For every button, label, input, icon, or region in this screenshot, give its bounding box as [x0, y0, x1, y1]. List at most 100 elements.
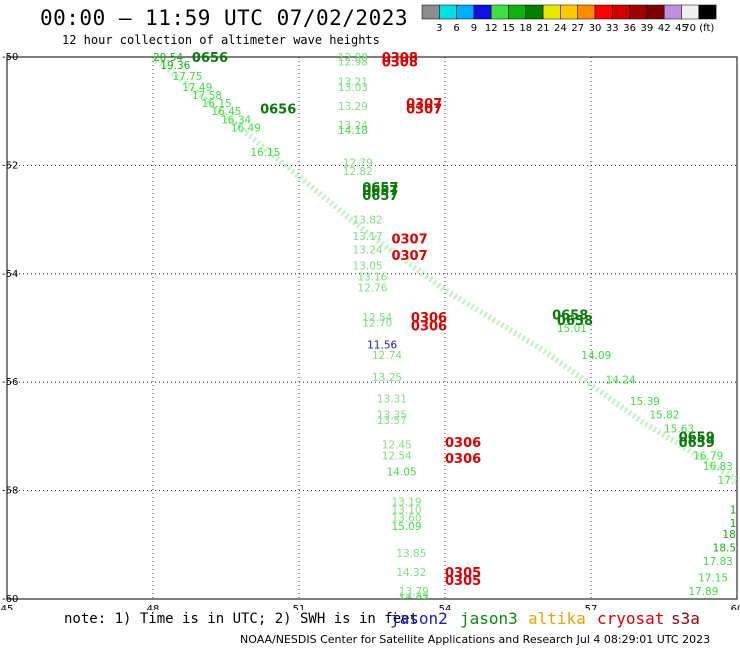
- swh-value: 13.17: [353, 231, 383, 243]
- x-tick-label: 60: [731, 604, 740, 610]
- swh-value: 16.49: [231, 122, 261, 134]
- y-tick-label: -50: [2, 52, 18, 63]
- colorbar-label: 33: [606, 23, 619, 34]
- swh-value: 16.15: [202, 98, 232, 110]
- pass-time-label: 0307: [391, 233, 427, 248]
- pass-time-label: 0657: [362, 181, 398, 196]
- pass-time-label: 0308: [382, 55, 418, 70]
- y-tick-label: -58: [2, 486, 18, 497]
- y-tick-label: -56: [2, 377, 18, 388]
- swh-value: 12.70: [362, 318, 392, 330]
- swh-value: 19.36: [160, 60, 190, 72]
- swh-value: 13.03: [338, 82, 368, 94]
- chart-subtitle: 12 hour collection of altimeter wave hei…: [62, 33, 380, 47]
- swh-value: 13.85: [396, 548, 426, 560]
- colorbar-label: 24: [554, 23, 567, 34]
- swh-value: 13.31: [377, 393, 407, 405]
- swh-value: 14.09: [581, 350, 611, 362]
- swh-value: 16.34: [221, 114, 251, 126]
- swh-value: 13.60: [391, 513, 421, 525]
- swh-value: 14.24: [606, 374, 636, 386]
- pass-time-label: 0306: [411, 319, 447, 334]
- pass-time-label: 0656: [192, 51, 228, 66]
- swh-value: 14.05: [387, 467, 417, 479]
- swh-value: 13.05: [353, 261, 383, 273]
- swh-value: 12.45: [382, 440, 412, 452]
- colorbar-label: 27: [571, 23, 584, 34]
- swh-value: 16.83: [703, 461, 733, 473]
- swh-value: 18.0: [722, 529, 740, 541]
- swh-value: 13.24: [338, 120, 368, 132]
- pass-time-label: 0307: [406, 97, 442, 112]
- swh-value: 15.82: [649, 410, 679, 422]
- swh-value: 17.35: [718, 475, 740, 487]
- swh-value: 13.79: [399, 586, 429, 598]
- swh-value: 18.: [730, 518, 740, 530]
- mission-label-jason3: jason3: [460, 609, 518, 628]
- mission-label-jason2: jason2: [390, 609, 448, 628]
- pass-time-label: 0657: [362, 184, 398, 199]
- swh-value: 12.54: [362, 312, 392, 324]
- pass-time-label: 0658: [557, 314, 593, 329]
- swh-value: 13.16: [357, 272, 387, 284]
- swh-value: 12.88: [338, 52, 368, 64]
- chart-title: 00:00 – 11:59 UTC 07/02/2023: [40, 6, 409, 30]
- mission-label-s3a: s3a: [671, 609, 700, 628]
- colorbar-label: 39: [641, 23, 654, 34]
- x-tick-label: 54: [439, 604, 452, 610]
- swh-value: 17.75: [172, 71, 202, 83]
- colorbar-label: 42: [658, 23, 671, 34]
- pass-time-label: 0305: [445, 566, 481, 581]
- swh-value: 16.15: [250, 147, 280, 159]
- pass-time-label: 0305: [445, 574, 481, 589]
- swh-value: 12.54: [382, 450, 412, 462]
- swh-value: 14.87: [399, 594, 429, 606]
- swh-value: 13.57: [377, 415, 407, 427]
- swh-value: 13.82: [353, 215, 383, 227]
- pass-time-label: 0308: [382, 51, 418, 66]
- colorbar-label: 18: [519, 23, 532, 34]
- x-tick-label: 57: [585, 604, 598, 610]
- pass-time-label: 0307: [406, 102, 442, 117]
- colorbar-label: 70 (ft): [683, 23, 714, 34]
- swh-value: 15.01: [557, 323, 587, 335]
- pass-time-label: 0657: [362, 189, 398, 204]
- swh-value: 17.89: [688, 586, 718, 598]
- colorbar-label: 15: [502, 23, 515, 34]
- colorbar-label: 21: [537, 23, 550, 34]
- swh-value: 17.58: [192, 90, 222, 102]
- swh-value: 14.18: [338, 125, 368, 137]
- altimeter-plot: 45 48 51 54 57 60 -50 -52 -54 -56 -58 -60 20.5419.36…: [1, 51, 740, 610]
- swh-value: 17.15: [698, 572, 728, 584]
- x-tick-label: 51: [293, 604, 306, 610]
- pass-time-label: 0656: [260, 102, 296, 117]
- swh-value: 15.39: [630, 396, 660, 408]
- swh-value: 13.29: [338, 101, 368, 113]
- swh-value: 13.35: [377, 410, 407, 422]
- colorbar-label: 6: [453, 23, 459, 34]
- y-tick-label: -54: [2, 269, 18, 280]
- credit-line: NOAA/NESDIS Center for Satellite Applica…: [240, 633, 711, 646]
- mission-label-altika: altika: [528, 609, 586, 628]
- pass-time-label: 0658: [552, 308, 588, 323]
- colorbar-label: 3: [436, 23, 442, 34]
- swh-value: 12.79: [343, 158, 373, 170]
- colorbar-label: 30: [589, 23, 602, 34]
- pass-time-label: 0659: [679, 430, 715, 445]
- swh-value: 14.22: [399, 591, 429, 603]
- pass-time-label: 0306: [445, 436, 481, 451]
- swh-value: 17.83: [703, 556, 733, 568]
- plot-frame: [6, 56, 738, 600]
- swh-value: 15.09: [391, 521, 421, 533]
- unit-note: note: 1) Time is in UTC; 2) SWH is in fe…: [64, 611, 419, 627]
- swh-value: 16.79: [693, 450, 723, 462]
- mission-label-cryosat: cryosat: [597, 609, 665, 628]
- swh-value: 13.10: [391, 505, 421, 517]
- swh-value: 19: [730, 505, 740, 517]
- y-tick-label: -52: [2, 160, 18, 171]
- swh-value: 20.54: [153, 52, 183, 64]
- data-layer: 20.5419.3617.7517.4917.5816.1516.4516.34…: [151, 51, 740, 606]
- swh-value: 18.56: [713, 543, 740, 555]
- y-tick-label: -60: [2, 594, 18, 605]
